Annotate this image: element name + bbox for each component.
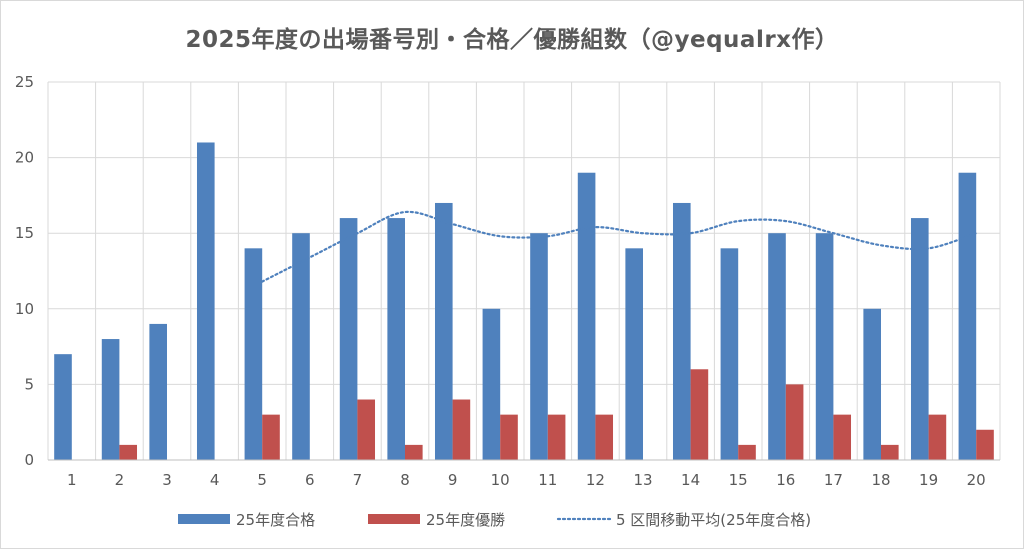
bar-win: [833, 414, 852, 460]
bar-pass: [101, 339, 120, 460]
bar-win: [785, 384, 804, 460]
x-tick-label: 3: [162, 471, 172, 489]
y-tick-label: 15: [15, 224, 34, 242]
bar-win: [881, 444, 899, 460]
y-tick-label: 25: [15, 73, 34, 91]
y-tick-label: 20: [15, 149, 34, 167]
bar-win: [928, 414, 947, 460]
legend: 25年度合格 25年度優勝 5 区間移動平均(25年度合格): [178, 511, 811, 529]
x-tick-label: 9: [448, 471, 458, 489]
legend-label: 5 区間移動平均(25年度合格): [616, 511, 811, 529]
bar-win: [690, 369, 709, 460]
bar-pass: [244, 248, 263, 460]
legend-label: 25年度合格: [236, 511, 315, 529]
bar-win: [262, 414, 280, 460]
x-tick-label: 18: [871, 471, 890, 489]
bar-win: [547, 414, 566, 460]
bar-win: [976, 429, 994, 460]
bar-pass: [530, 233, 548, 460]
bar-win: [452, 399, 471, 460]
bar-pass: [577, 172, 596, 460]
bar-win: [357, 399, 376, 460]
x-tick-label: 12: [586, 471, 605, 489]
x-tick-label: 2: [115, 471, 125, 489]
x-tick-label: 6: [305, 471, 315, 489]
x-tick-label: 10: [491, 471, 510, 489]
bar-pass: [434, 202, 453, 460]
legend-swatch: [368, 514, 420, 524]
bar-pass: [815, 233, 834, 460]
bars: [54, 142, 994, 461]
bar-pass: [54, 354, 72, 460]
x-tick-label: 19: [919, 471, 938, 489]
bar-pass: [958, 172, 977, 460]
bar-pass: [339, 218, 358, 460]
moving-average-path: [261, 210, 978, 283]
bar-pass: [149, 323, 167, 460]
bar-pass: [672, 202, 691, 460]
bar-pass: [482, 308, 501, 460]
x-tick-label: 17: [824, 471, 843, 489]
y-tick-label: 0: [24, 451, 34, 469]
x-tick-label: 8: [400, 471, 410, 489]
moving-average-line: [261, 210, 978, 283]
bar-pass: [863, 308, 881, 460]
x-tick-label: 20: [967, 471, 986, 489]
x-tick-label: 16: [776, 471, 795, 489]
chart-title: 2025年度の出場番号別・合格／優勝組数（@yequalrx作）: [185, 27, 839, 53]
legend-swatch: [178, 514, 230, 524]
x-tick-label: 7: [353, 471, 363, 489]
bar-pass: [387, 218, 405, 460]
bar-win: [405, 444, 423, 460]
bar-win: [119, 444, 138, 460]
bar-pass: [910, 218, 929, 460]
y-tick-label: 5: [24, 375, 34, 393]
bar-pass: [196, 142, 215, 461]
legend-label: 25年度優勝: [426, 511, 505, 529]
bar-win: [500, 414, 518, 460]
bar-pass: [625, 248, 643, 460]
bar-pass: [768, 233, 786, 460]
x-tick-label: 14: [681, 471, 700, 489]
x-tick-label: 13: [633, 471, 652, 489]
x-tick-label: 4: [210, 471, 220, 489]
gridlines: [47, 81, 1001, 461]
x-tick-label: 15: [729, 471, 748, 489]
bar-pass: [292, 233, 310, 460]
bar-win: [738, 444, 756, 460]
y-tick-label: 10: [15, 300, 34, 318]
bar-win: [595, 414, 614, 460]
x-tick-label: 1: [67, 471, 77, 489]
x-tick-label: 11: [538, 471, 557, 489]
x-tick-label: 5: [257, 471, 267, 489]
bar-pass: [720, 248, 739, 460]
